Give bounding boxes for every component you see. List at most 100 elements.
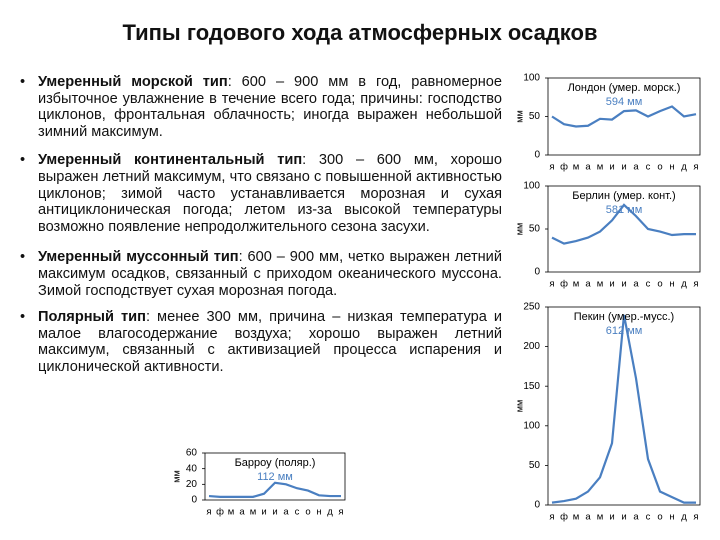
chart-title: Лондон (умер. морск.) [568,82,681,94]
x-tick-label: м [250,507,257,518]
x-tick-label: а [633,512,639,523]
chart-annotation: 112 мм [257,471,293,483]
y-tick-label: 50 [529,224,541,235]
x-tick-label: и [609,162,614,173]
x-tick-label: о [305,507,310,518]
y-tick-label: 200 [523,341,540,352]
bullet-text: : 300 – 600 мм, хорошо выражен летний ма… [38,152,502,235]
x-tick-label: м [573,279,580,290]
bullet-heading: Умеренный континентальный тип [38,152,303,169]
x-tick-label: н [669,162,674,173]
x-tick-label: с [646,279,651,290]
y-tick-label: 20 [186,479,198,490]
x-tick-label: с [295,507,300,518]
x-tick-label: и [261,507,266,518]
y-tick-label: 250 [523,302,540,313]
slide-title: Типы годового хода атмосферных осадков [122,20,598,45]
chart-annotation: 581 мм [606,204,643,216]
y-axis-label: мм [514,223,524,235]
bullet: Умеренный континентальный тип: 300 – 600… [20,152,502,235]
x-tick-label: м [597,279,604,290]
x-tick-label: а [283,507,289,518]
bullet-list: Умеренный морской тип: 600 – 900 мм в го… [20,74,502,384]
x-tick-label: а [585,279,591,290]
data-line [551,314,696,504]
y-tick-label: 0 [534,500,540,511]
x-tick-label: я [206,507,211,518]
y-tick-label: 50 [529,460,541,471]
bullet-heading: Умеренный морской тип [38,74,228,90]
x-tick-label: о [657,279,662,290]
chart-title: Пекин (умер.-мусс.) [574,311,674,323]
x-tick-label: д [327,507,333,518]
x-tick-label: с [646,512,651,523]
y-tick-label: 0 [191,495,197,506]
y-tick-label: 0 [534,150,540,161]
bullet-heading: Умеренный муссонный тип [38,249,239,266]
x-tick-label: ф [216,507,224,518]
bullet: Полярный тип: менее 300 мм, причина – ни… [20,309,502,375]
bullet: Умеренный муссонный тип: 600 – 900 мм, ч… [20,249,502,299]
x-tick-label: о [657,162,662,173]
x-tick-label: я [549,279,554,290]
x-tick-label: и [609,279,614,290]
x-tick-label: н [669,512,674,523]
x-tick-label: н [669,279,674,290]
y-tick-label: 0 [534,267,540,278]
x-tick-label: и [609,512,614,523]
x-tick-label: я [549,162,554,173]
x-tick-label: м [228,507,235,518]
data-line [551,105,697,128]
y-tick-label: 100 [523,181,540,192]
x-tick-label: а [633,162,639,173]
x-tick-label: ф [560,162,568,173]
y-tick-label: 100 [523,73,540,84]
plot-frame [204,452,346,501]
plot-frame [547,306,701,506]
data-line [551,203,696,245]
chart-title: Барроу (поляр.) [235,457,316,469]
bullet-text: : 600 – 900 мм в год, равномерное избыто… [38,74,502,140]
x-tick-label: я [693,279,698,290]
x-tick-label: я [693,512,698,523]
y-tick-label: 40 [186,463,198,474]
x-tick-label: и [272,507,277,518]
y-axis-label: мм [514,110,524,122]
y-axis-label: мм [514,400,524,412]
x-tick-label: ф [560,279,568,290]
x-tick-label: а [585,162,591,173]
x-tick-label: я [338,507,343,518]
x-tick-label: я [693,162,698,173]
x-tick-label: и [621,279,626,290]
bullet-text: : 600 – 900 мм, четко выражен летний мак… [38,249,502,299]
x-tick-label: с [646,162,651,173]
x-tick-label: и [621,162,626,173]
bullet-text: : менее 300 мм, причина – низкая темпера… [38,309,503,375]
chart-title: Берлин (умер. конт.) [572,190,675,202]
x-tick-label: м [597,162,604,173]
x-tick-label: и [621,512,626,523]
x-tick-label: ф [560,512,568,523]
data-line [208,481,341,498]
x-tick-label: а [633,279,639,290]
x-tick-label: н [316,507,321,518]
x-tick-label: м [573,162,580,173]
y-tick-label: 150 [523,381,540,392]
bullet-heading: Полярный тип [38,309,146,326]
chart-annotation: 594 мм [606,96,643,108]
x-tick-label: о [657,512,662,523]
x-tick-label: м [573,512,580,523]
x-tick-label: д [681,162,687,173]
x-tick-label: а [585,512,591,523]
y-tick-label: 60 [186,448,198,459]
y-axis-label: мм [171,470,181,482]
x-tick-label: я [549,512,554,523]
y-tick-label: 50 [529,111,541,122]
x-tick-label: м [597,512,604,523]
chart-annotation: 612 мм [606,325,643,337]
x-tick-label: д [681,279,687,290]
y-tick-label: 100 [523,420,540,431]
x-tick-label: д [681,512,687,523]
